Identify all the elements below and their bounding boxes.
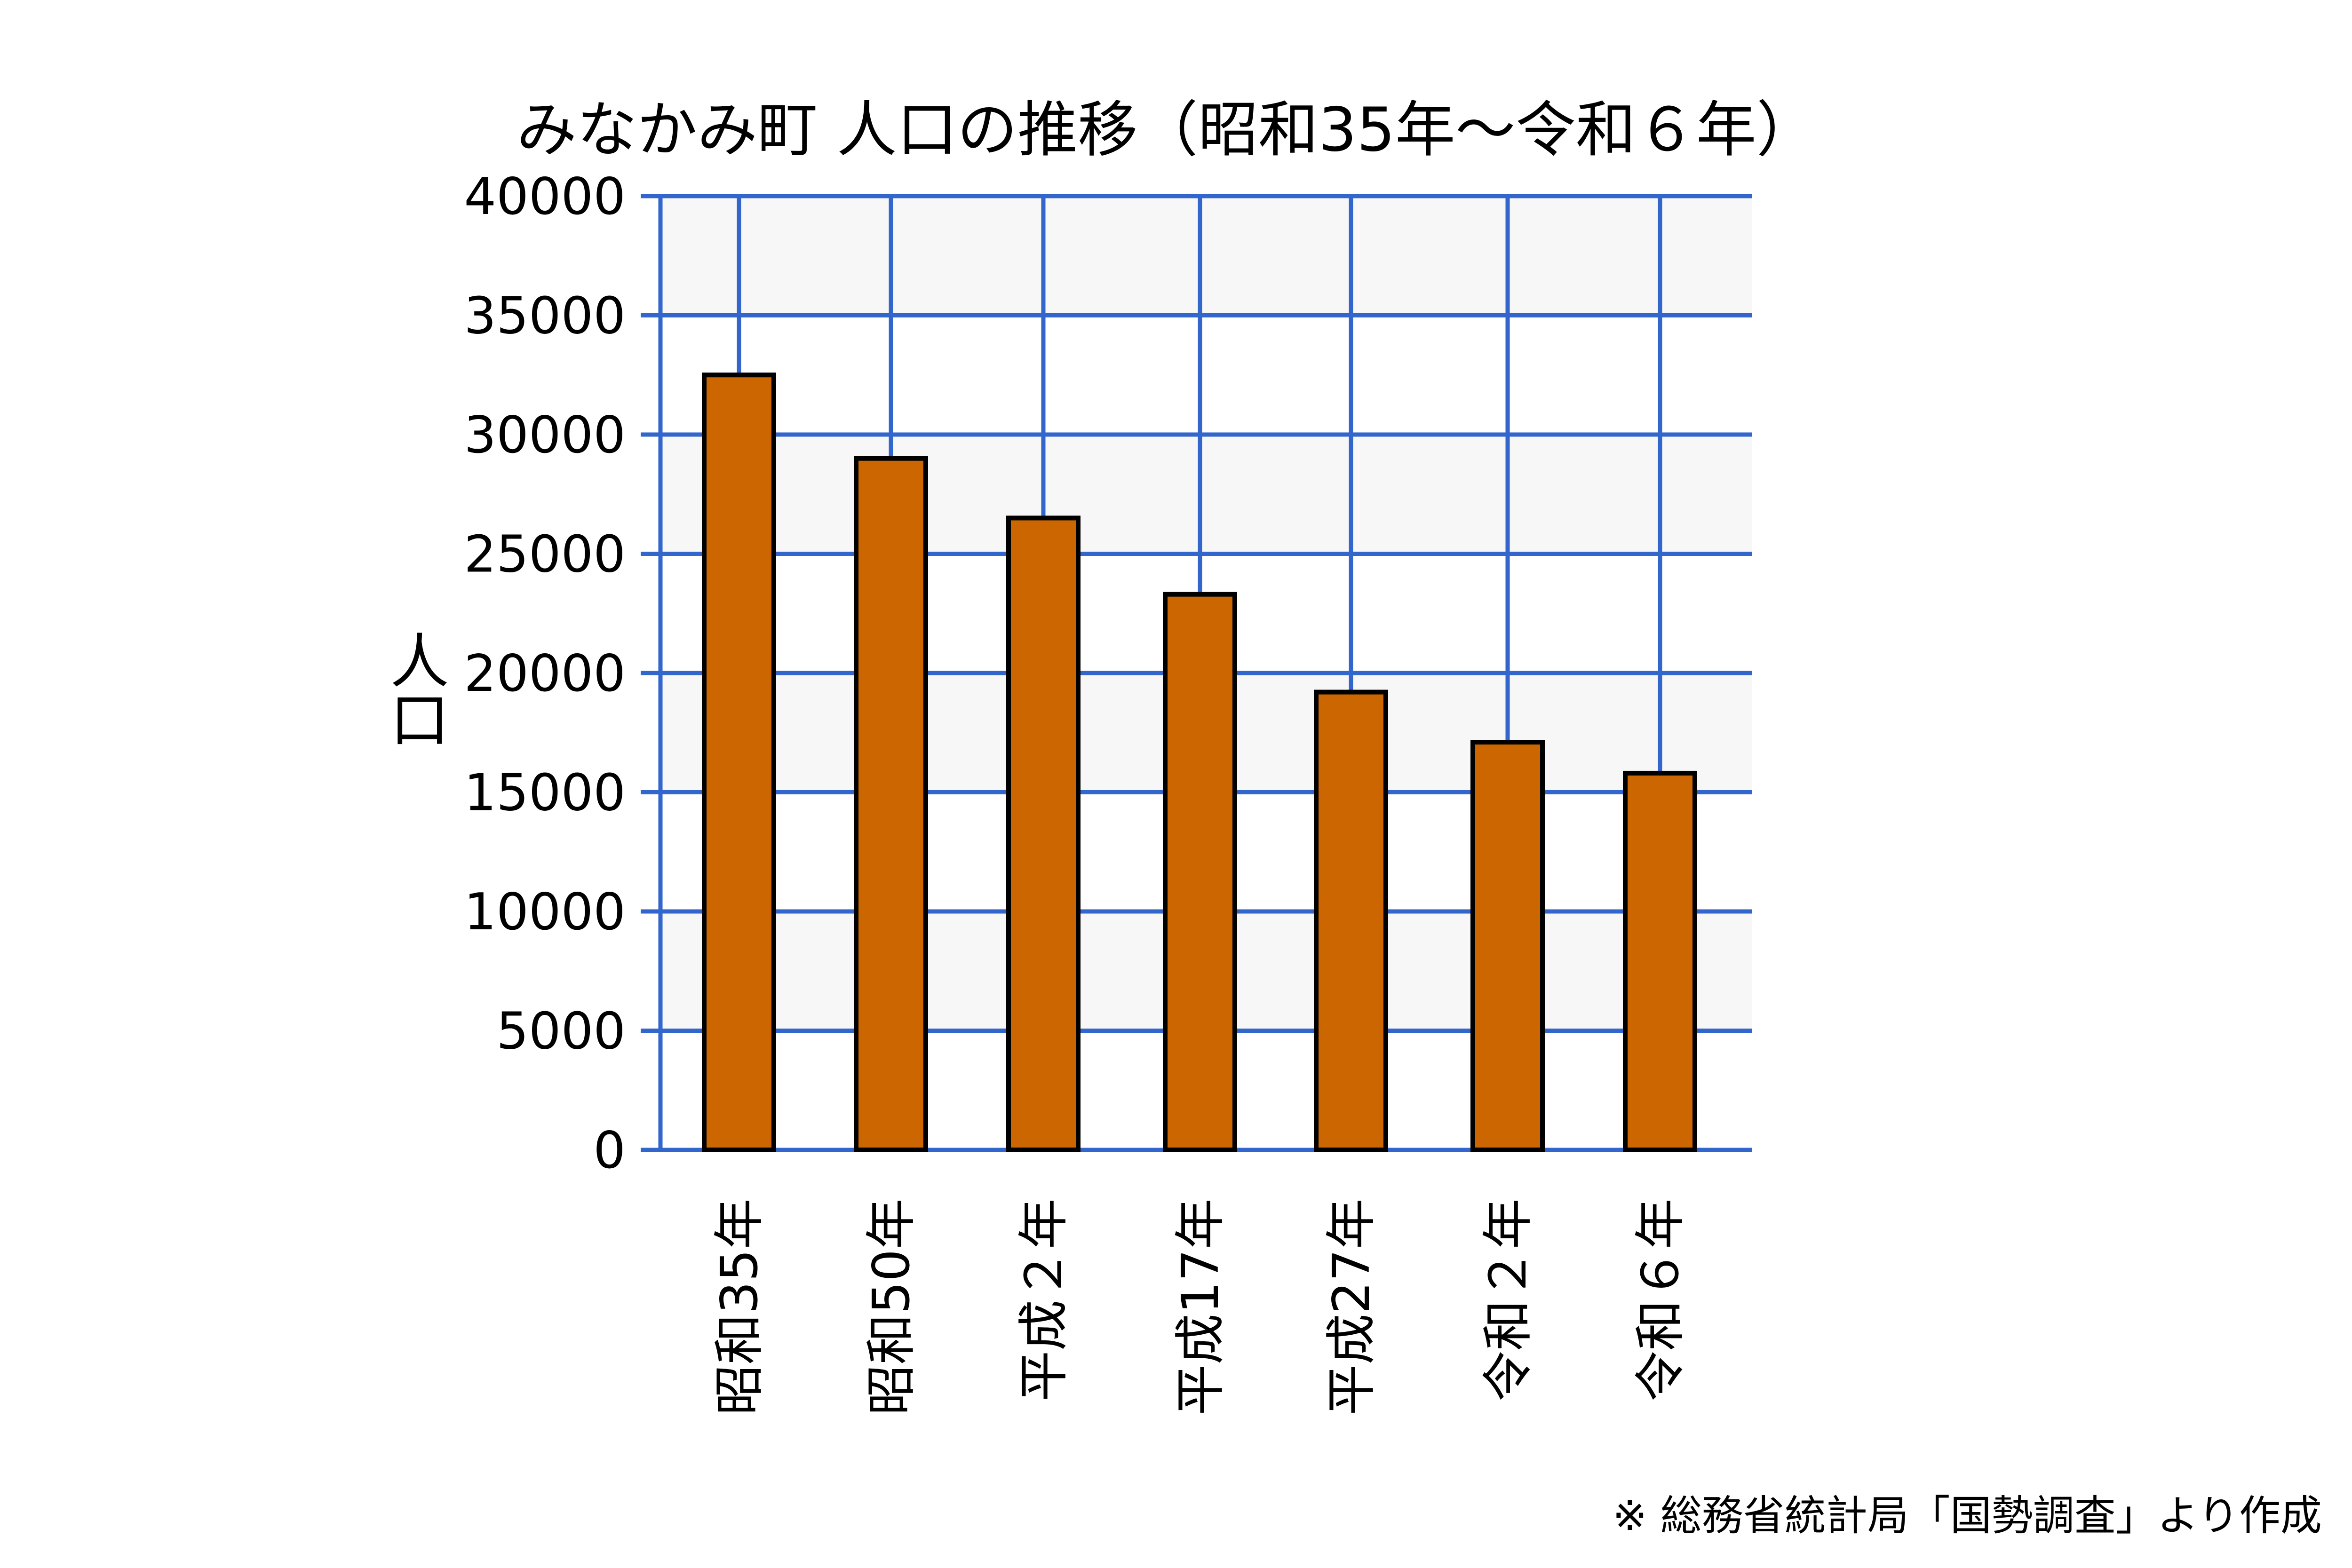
y-tick-label: 0 xyxy=(593,1121,626,1180)
x-tick-label: 平成２年 xyxy=(1015,1198,1073,1402)
y-tick-label: 10000 xyxy=(464,883,626,942)
bar-2 xyxy=(1006,515,1081,1152)
bar-5 xyxy=(1470,740,1545,1152)
x-tick-label: 令和２年 xyxy=(1479,1198,1538,1402)
x-tick-label: 平成27年 xyxy=(1322,1198,1381,1415)
bar-6 xyxy=(1623,770,1697,1152)
bar-3 xyxy=(1163,592,1237,1152)
y-tick-label: 40000 xyxy=(464,167,626,226)
x-tick-label: 令和６年 xyxy=(1631,1198,1690,1402)
y-tick-label: 5000 xyxy=(496,1002,626,1061)
source-note: ※ 総務省統計局「国勢調査」より作成 xyxy=(1613,1491,2322,1540)
grid-band xyxy=(660,196,1752,316)
bar-1 xyxy=(854,456,928,1153)
bar-4 xyxy=(1314,689,1388,1153)
grid-band xyxy=(660,435,1752,554)
y-tick-label: 15000 xyxy=(464,764,626,823)
chart-title: みなかみ町 人口の推移（昭和35年～令和６年） xyxy=(516,95,1817,165)
bar-0 xyxy=(702,372,776,1152)
y-axis-label: 人口 xyxy=(380,630,448,748)
x-tick-label: 平成17年 xyxy=(1171,1198,1230,1415)
y-tick-label: 20000 xyxy=(464,644,626,703)
x-tick-label: 昭和50年 xyxy=(862,1198,921,1415)
x-tick-label: 昭和35年 xyxy=(710,1198,769,1415)
y-tick-label: 30000 xyxy=(464,406,626,465)
y-tick-label: 35000 xyxy=(464,287,626,346)
y-tick-label: 25000 xyxy=(464,525,626,584)
